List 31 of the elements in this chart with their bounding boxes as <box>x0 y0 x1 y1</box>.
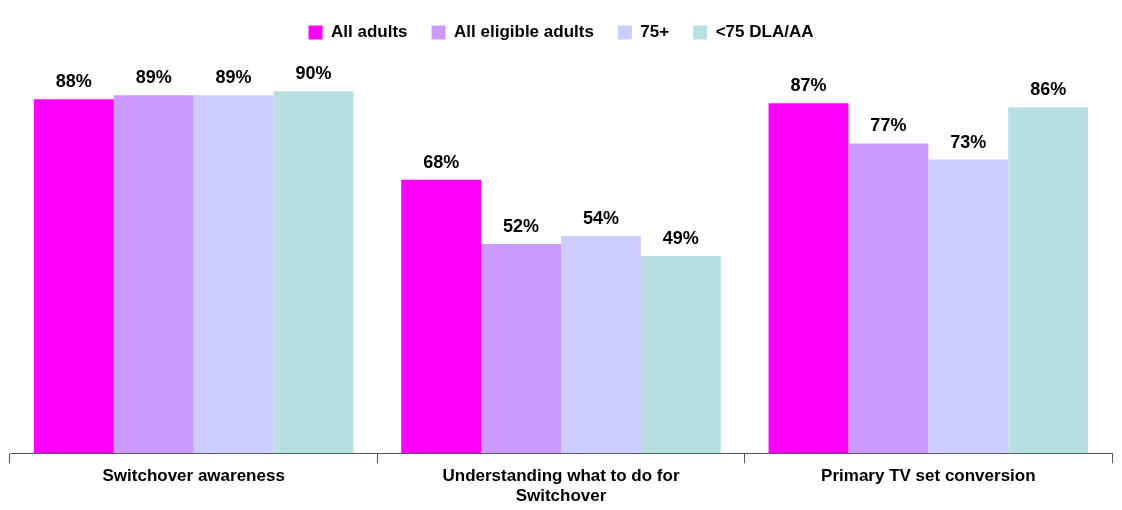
bar <box>401 179 482 454</box>
legend-label: 75+ <box>640 22 670 42</box>
data-label: 86% <box>1030 79 1067 100</box>
data-label: 87% <box>790 75 827 96</box>
data-label: 89% <box>215 67 252 88</box>
bar <box>481 244 561 454</box>
bar <box>113 95 194 454</box>
data-label: 68% <box>423 151 460 172</box>
data-label: 49% <box>662 228 699 249</box>
data-label: 77% <box>870 115 907 136</box>
legend-label: All adults <box>331 22 408 42</box>
bar <box>561 236 641 454</box>
bar <box>768 103 849 454</box>
legend-label: All eligible adults <box>454 22 594 42</box>
data-label: 73% <box>950 131 987 152</box>
data-label: 52% <box>503 216 540 237</box>
legend-label: <75 DLA/AA <box>715 22 814 42</box>
data-label: 54% <box>582 207 619 228</box>
x-tick-label: Understanding what to do for Switchover <box>442 466 680 506</box>
bar <box>928 159 1009 454</box>
bar <box>273 91 354 454</box>
bar <box>193 95 274 454</box>
bar <box>1008 107 1089 454</box>
data-label: 89% <box>135 67 172 88</box>
x-tick-label: Primary TV set conversion <box>821 466 1036 486</box>
data-label: 90% <box>295 63 332 84</box>
data-label: 88% <box>55 71 92 92</box>
bar <box>848 143 929 454</box>
x-tick-label: Switchover awareness <box>102 466 285 486</box>
bar <box>640 256 721 454</box>
bar <box>33 99 114 454</box>
